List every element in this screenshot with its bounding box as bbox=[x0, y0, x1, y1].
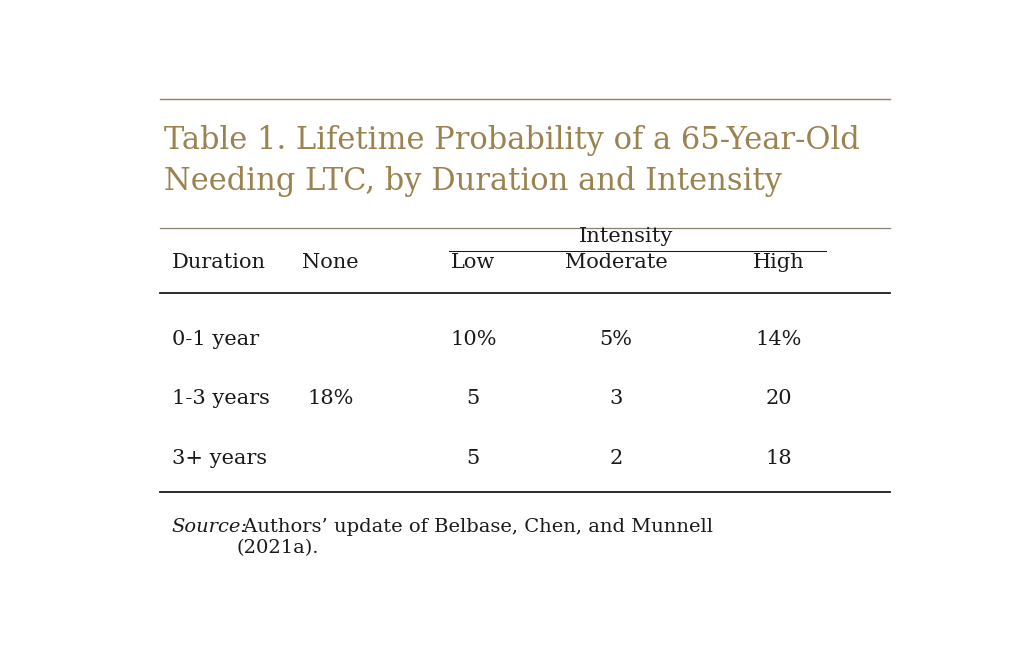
Text: 1-3 years: 1-3 years bbox=[172, 389, 269, 409]
Text: 0-1 year: 0-1 year bbox=[172, 330, 259, 349]
Text: Duration: Duration bbox=[172, 253, 265, 272]
Text: Moderate: Moderate bbox=[564, 253, 668, 272]
Text: 3+ years: 3+ years bbox=[172, 449, 267, 468]
Text: Table 1. Lifetime Probability of a 65-Year-Old
Needing LTC, by Duration and Inte: Table 1. Lifetime Probability of a 65-Ye… bbox=[164, 124, 859, 198]
Text: 2: 2 bbox=[609, 449, 623, 468]
Text: 18: 18 bbox=[765, 449, 793, 468]
Text: 5%: 5% bbox=[600, 330, 633, 349]
Text: Intensity: Intensity bbox=[579, 227, 673, 246]
Text: 3: 3 bbox=[609, 389, 623, 409]
Text: 14%: 14% bbox=[756, 330, 802, 349]
Text: 18%: 18% bbox=[307, 389, 353, 409]
Text: None: None bbox=[302, 253, 358, 272]
Text: 10%: 10% bbox=[450, 330, 497, 349]
Text: Source:: Source: bbox=[172, 518, 248, 536]
Text: 5: 5 bbox=[467, 449, 480, 468]
Text: 20: 20 bbox=[765, 389, 793, 409]
Text: High: High bbox=[753, 253, 805, 272]
Text: 5: 5 bbox=[467, 389, 480, 409]
Text: Authors’ update of Belbase, Chen, and Munnell
(2021a).: Authors’ update of Belbase, Chen, and Mu… bbox=[237, 518, 713, 556]
Text: Low: Low bbox=[452, 253, 496, 272]
